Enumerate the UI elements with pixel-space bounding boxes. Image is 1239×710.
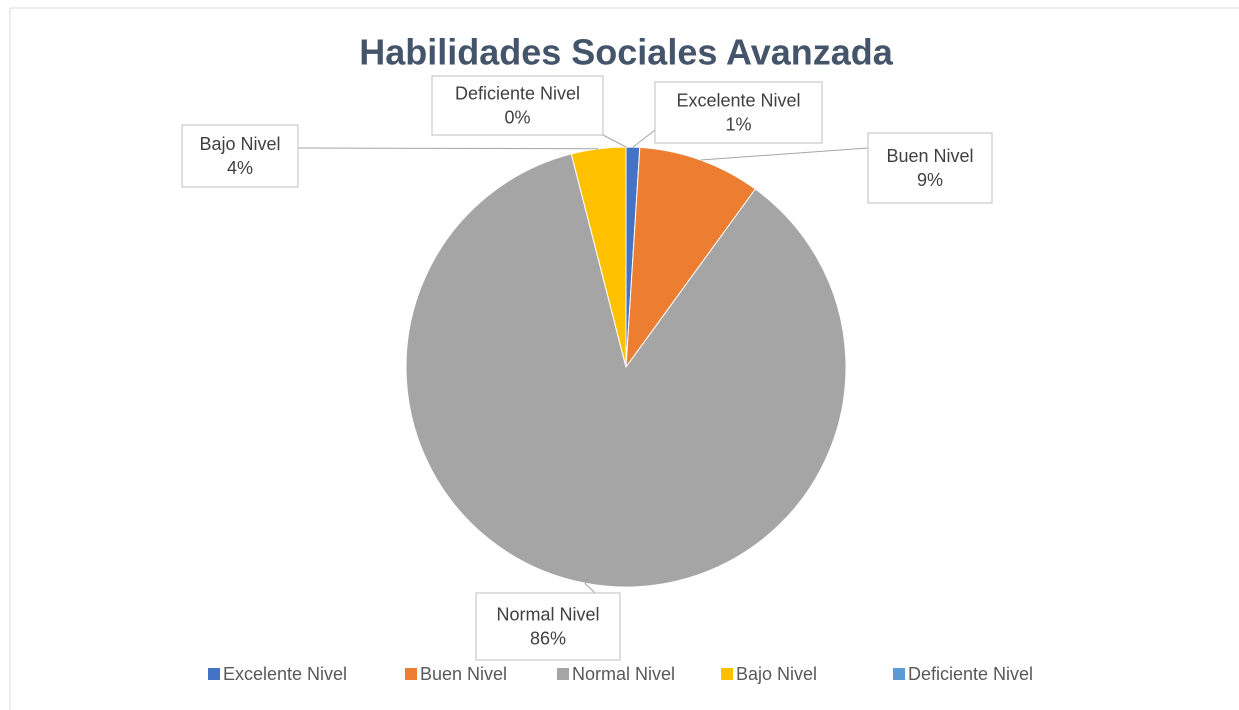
leader-line xyxy=(602,134,627,148)
chart-title: Habilidades Sociales Avanzada xyxy=(359,32,894,73)
pie-slice xyxy=(625,146,757,369)
data-label-value: 9% xyxy=(917,170,943,190)
data-label-box xyxy=(181,124,299,188)
data-label-name: Deficiente Nivel xyxy=(455,83,580,103)
data-label-value: 86% xyxy=(530,628,566,648)
data-label-name: Excelente Nivel xyxy=(676,90,800,110)
data-label-name: Normal Nivel xyxy=(496,604,599,624)
legend-swatch xyxy=(721,668,733,680)
leader-line xyxy=(584,582,596,594)
legend-swatch xyxy=(557,668,569,680)
data-label-value: 1% xyxy=(725,114,751,134)
leader-line xyxy=(632,129,656,148)
legend-label: Buen Nivel xyxy=(420,664,507,684)
data-label-value: 0% xyxy=(504,107,530,127)
legend-label: Normal Nivel xyxy=(572,664,675,684)
data-label-box xyxy=(475,592,621,661)
legend-swatch xyxy=(208,668,220,680)
data-label-value: 4% xyxy=(227,158,253,178)
legend-swatch xyxy=(893,668,905,680)
leader-line xyxy=(297,147,599,150)
legend-swatch xyxy=(405,668,417,680)
data-label-box xyxy=(431,75,604,136)
data-label-name: Bajo Nivel xyxy=(199,134,280,154)
data-label-box xyxy=(654,81,823,144)
legend-label: Bajo Nivel xyxy=(736,664,817,684)
pie-slice xyxy=(405,153,847,588)
legend-label: Excelente Nivel xyxy=(223,664,347,684)
leader-line xyxy=(700,147,869,161)
data-label-name: Buen Nivel xyxy=(886,146,973,166)
data-label-box xyxy=(867,132,993,204)
legend-label: Deficiente Nivel xyxy=(908,664,1033,684)
